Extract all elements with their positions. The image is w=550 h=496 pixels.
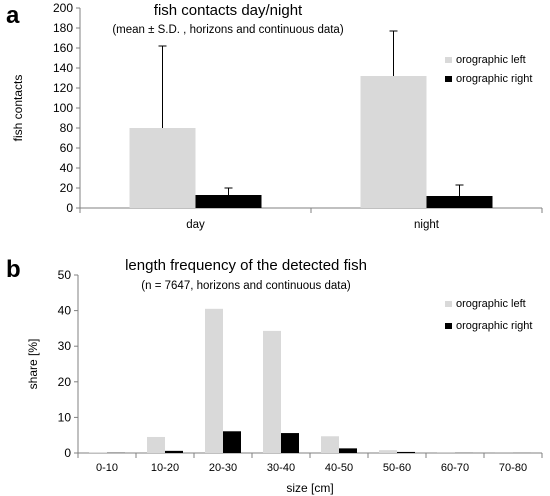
chart-a-bar — [129, 128, 196, 208]
chart-a-y-tick-label: 100 — [53, 101, 73, 115]
chart-b-bar — [379, 450, 397, 453]
chart-b-x-tick-label: 40-50 — [325, 462, 353, 474]
chart-b-bar — [205, 308, 223, 453]
chart-b-bar — [147, 436, 165, 453]
chart-a-x-tick-label: day — [186, 219, 205, 231]
chart-b-bar — [165, 450, 183, 453]
chart-b-y-tick-label: 30 — [58, 339, 72, 353]
chart-a-y-tick-label: 20 — [60, 181, 74, 195]
chart-b-legend-swatch — [445, 323, 452, 329]
chart-a-bar — [426, 196, 493, 208]
chart-a-y-tick-label: 160 — [53, 41, 73, 55]
chart-a-bar — [360, 76, 427, 208]
chart-b-bar — [339, 448, 357, 453]
chart-a-y-tick-label: 0 — [66, 201, 73, 215]
chart-b-legend-label: orographic left — [456, 298, 526, 310]
chart-a-x-tick-label: night — [414, 219, 440, 231]
chart-b-legend-swatch — [445, 301, 452, 307]
chart-a-y-tick-label: 140 — [53, 61, 73, 75]
chart-a-y-tick-label: 120 — [53, 81, 73, 95]
chart-b-x-axis-label: size [cm] — [286, 481, 333, 495]
chart-b-x-tick-label: 50-60 — [383, 462, 411, 474]
chart-a-y-tick-label: 80 — [60, 121, 74, 135]
chart-a-y-axis-label: fish contacts — [11, 75, 25, 142]
chart-b-bar — [263, 330, 281, 453]
chart-b-title: length frequency of the detected fish — [125, 257, 367, 274]
chart-b-x-tick-label: 70-80 — [499, 462, 527, 474]
chart-b-x-tick-label: 60-70 — [441, 462, 469, 474]
chart-b-bar — [281, 433, 299, 453]
chart-b-bar — [223, 431, 241, 453]
chart-b-bar — [321, 436, 339, 453]
chart-a-legend-label: orographic right — [456, 73, 532, 85]
panel-letter-a: a — [6, 2, 20, 29]
chart-b-x-tick-label: 10-20 — [151, 462, 179, 474]
chart-a-legend-swatch — [445, 76, 452, 82]
chart-b-y-tick-label: 20 — [58, 375, 72, 389]
panel-letter-b: b — [6, 256, 21, 283]
chart-a-y-tick-label: 180 — [53, 21, 73, 35]
chart-a-y-tick-label: 200 — [53, 1, 73, 15]
chart-a-legend-swatch — [445, 57, 452, 63]
chart-b-subtitle: (n = 7647, horizons and continuous data) — [141, 280, 351, 292]
chart-b-x-tick-label: 0-10 — [96, 462, 118, 474]
chart-b-y-axis-label: share [%] — [26, 339, 40, 390]
chart-a-title: fish contacts day/night — [154, 2, 303, 19]
chart-b-y-tick-label: 10 — [58, 410, 72, 424]
chart-b-y-tick-label: 50 — [58, 268, 72, 282]
chart-a-legend-label: orographic left — [456, 54, 526, 66]
chart-a-bar — [195, 195, 262, 208]
chart-b-y-tick-label: 40 — [58, 304, 72, 318]
chart-a-subtitle: (mean ± S.D. , horizons and continuous d… — [112, 24, 343, 36]
chart-a-y-tick-label: 40 — [60, 161, 74, 175]
chart-a-y-tick-label: 60 — [60, 141, 74, 155]
chart-b-y-tick-label: 0 — [64, 446, 71, 460]
chart-b-x-tick-label: 30-40 — [267, 462, 295, 474]
chart-b-legend-label: orographic right — [456, 320, 532, 332]
chart-b-x-tick-label: 20-30 — [209, 462, 237, 474]
chart-b-bar — [397, 451, 415, 453]
